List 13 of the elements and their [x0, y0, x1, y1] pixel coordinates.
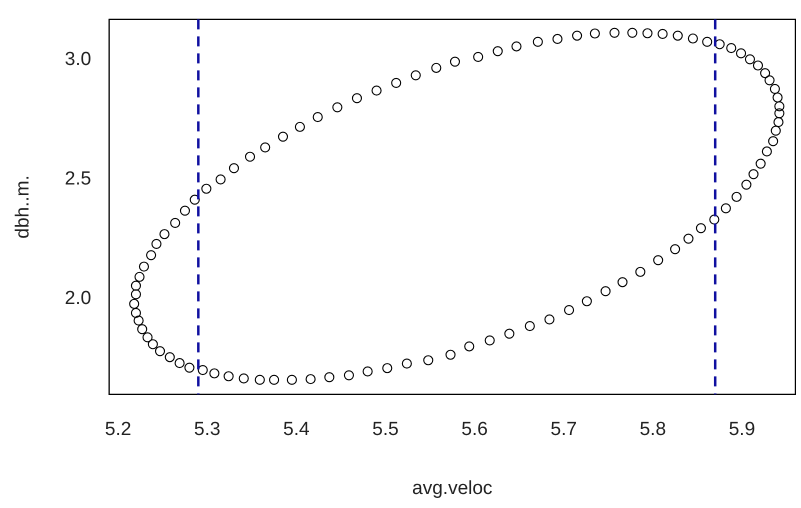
- y-tick-label: 2.5: [64, 168, 92, 190]
- y-tick-label: 3.0: [64, 49, 92, 70]
- y-tick-label: 2.0: [64, 288, 92, 310]
- y-axis-title: dbh..m.: [12, 175, 34, 239]
- x-tick-label: 5.8: [640, 419, 666, 440]
- x-axis-title: avg.veloc: [412, 478, 492, 499]
- x-tick-label: 5.3: [194, 419, 220, 440]
- x-tick-label: 5.5: [372, 419, 399, 440]
- x-tick-label: 5.7: [550, 419, 577, 440]
- x-tick-label: 5.9: [728, 419, 756, 440]
- x-tick-label: 5.6: [461, 419, 488, 440]
- x-tick-label: 5.2: [104, 419, 132, 440]
- x-tick-label: 5.4: [283, 419, 310, 440]
